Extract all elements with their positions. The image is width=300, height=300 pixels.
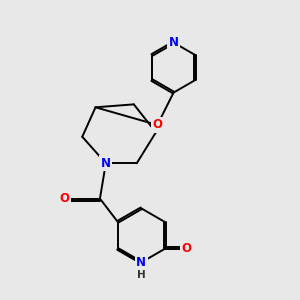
Text: O: O (152, 118, 162, 131)
Text: O: O (182, 242, 192, 255)
Text: N: N (101, 157, 111, 170)
Text: O: O (60, 192, 70, 205)
Text: N: N (169, 36, 178, 49)
Text: N: N (136, 256, 146, 269)
Text: H: H (137, 270, 146, 280)
